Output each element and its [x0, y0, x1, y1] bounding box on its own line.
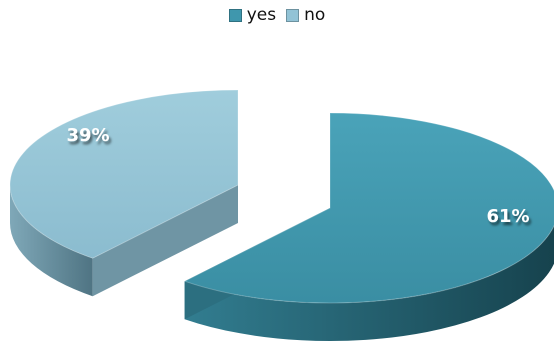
legend-swatch-no: [286, 8, 300, 22]
data-label-yes: 61%: [486, 206, 529, 227]
legend-label-yes: yes: [246, 5, 277, 25]
slice-no-cut-face: [92, 185, 238, 297]
slice-yes: [183, 112, 554, 304]
slice-no-side: [10, 185, 93, 297]
legend: yes no: [0, 5, 554, 25]
legend-item-yes: yes: [228, 5, 277, 25]
data-label-no: 39%: [66, 125, 109, 146]
legend-swatch-yes: [228, 8, 242, 22]
legend-label-no: no: [304, 5, 326, 25]
slice-yes-side: [184, 225, 554, 341]
legend-item-no: no: [286, 5, 325, 25]
slice-no: [9, 89, 239, 259]
